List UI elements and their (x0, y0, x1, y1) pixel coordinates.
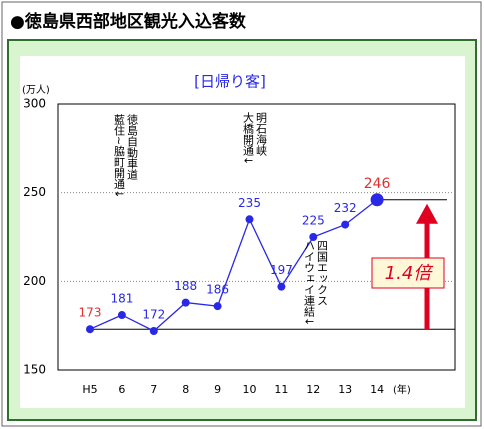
x-tick-label: 7 (150, 383, 157, 396)
chart-title: ●徳島県西部地区観光入込客数 (10, 11, 247, 32)
y-tick-label: 250 (23, 185, 46, 199)
data-label: 235 (238, 196, 261, 210)
annotation: 大橋開通↓ (242, 111, 255, 166)
data-label: 197 (270, 263, 293, 277)
plot-frame (57, 103, 456, 371)
data-label: 232 (334, 201, 357, 215)
marker (117, 311, 126, 320)
y-tick-label: 300 (23, 97, 46, 111)
marker (181, 298, 190, 307)
marker (149, 326, 158, 335)
ratio-box (371, 257, 445, 289)
x-tick-label: 8 (182, 383, 189, 396)
series-line (89, 199, 378, 332)
y-tick-label: 150 (23, 363, 46, 377)
x-tick-label: 12 (306, 383, 320, 396)
annotation: 四国エックス (316, 240, 329, 306)
marker (213, 302, 222, 311)
x-tick-label: 10 (243, 383, 257, 396)
ratio-label: 1.4倍 (385, 263, 434, 284)
ratio-arrowhead (416, 203, 438, 224)
marker (245, 215, 254, 224)
marker (341, 220, 350, 229)
annotation: 徳島自動車道 (126, 114, 139, 180)
data-label: 188 (174, 279, 197, 293)
data-label: 181 (110, 292, 133, 306)
annotation: 明石海峡 (255, 112, 268, 156)
x-tick-label: 9 (214, 383, 221, 396)
subtitle: [日帰り客] (194, 73, 266, 91)
x-tick-label: H5 (82, 383, 97, 396)
plot-bg (20, 56, 465, 408)
annotation: ハイウェイ連結↓ (303, 240, 316, 326)
marker (277, 282, 286, 291)
marker (86, 325, 94, 334)
x-tick-label: 13 (338, 383, 352, 396)
x-axis-label: (年) (393, 383, 411, 396)
y-tick-label: 200 (23, 274, 46, 288)
x-tick-label: 11 (274, 383, 288, 396)
x-tick-label: 14 (370, 383, 384, 396)
data-label: 246 (364, 176, 391, 192)
data-label: 225 (302, 214, 325, 228)
annotation: 藍住~脇町開通↓ (113, 114, 126, 199)
marker (370, 193, 384, 207)
x-tick-label: 6 (118, 383, 125, 396)
data-label: 173 (79, 306, 102, 320)
data-label: 172 (142, 307, 165, 321)
y-axis-label: (万人) (22, 84, 50, 96)
data-label: 186 (206, 283, 229, 297)
marker (309, 233, 318, 241)
